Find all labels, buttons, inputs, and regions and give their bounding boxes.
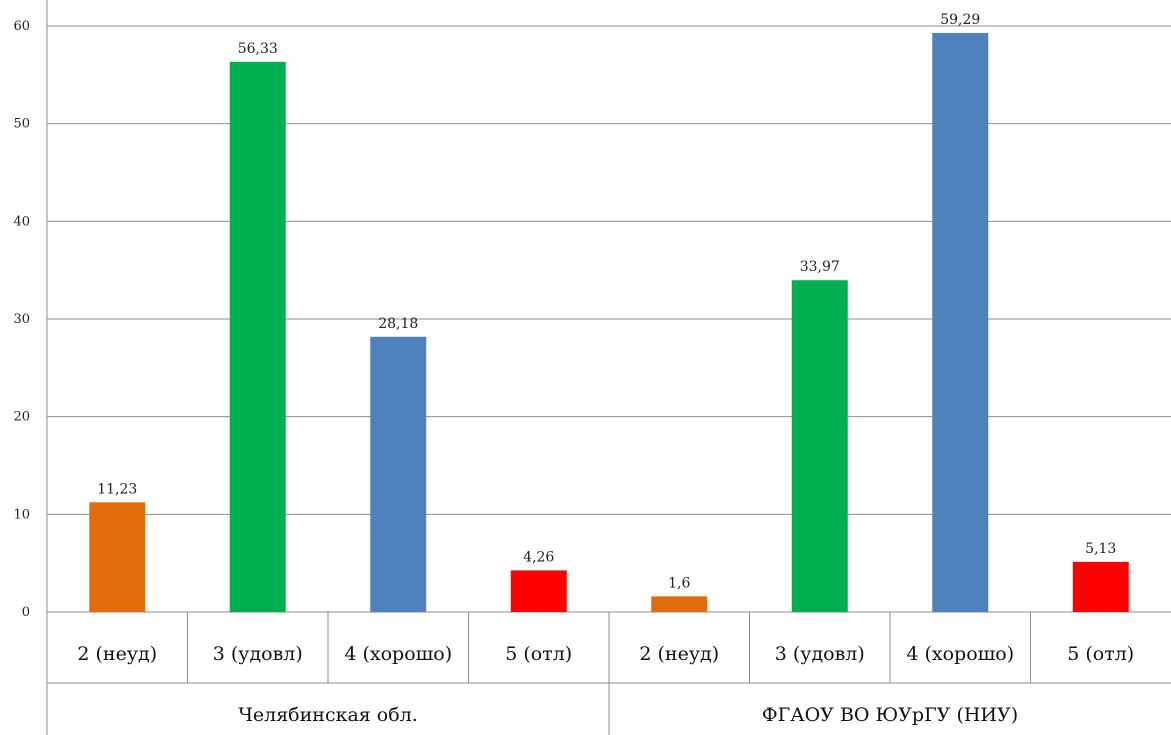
category-label: 4 (хорошо) [906, 643, 1014, 665]
group-labels: Челябинская обл. ФГАОУ ВО ЮУрГУ (НИУ) [238, 704, 1018, 726]
category-label: 2 (неуд) [77, 643, 157, 665]
data-label: 56,33 [238, 41, 278, 57]
bar [651, 596, 708, 612]
data-label: 5,13 [1085, 541, 1116, 557]
category-label: 3 (удовл) [213, 643, 303, 665]
y-tick-label: 20 [13, 410, 30, 425]
category-label: 5 (отл) [505, 643, 572, 665]
bar [932, 32, 989, 613]
data-label: 59,29 [940, 12, 980, 28]
category-label: 2 (неуд) [639, 643, 719, 665]
y-tick-label: 50 [13, 117, 30, 132]
y-tick-label: 10 [13, 507, 30, 522]
bar [791, 280, 848, 612]
data-label: 11,23 [97, 481, 137, 497]
y-tick-label: 0 [22, 605, 30, 620]
category-label: 4 (хорошо) [344, 643, 452, 665]
data-label: 33,97 [800, 259, 840, 275]
y-tick-label: 40 [13, 214, 30, 229]
y-tick-label: 60 [13, 19, 30, 34]
bar [89, 502, 146, 612]
group-label: ФГАОУ ВО ЮУрГУ (НИУ) [762, 704, 1018, 726]
data-labels: 11,23 56,33 28,18 4,26 1,6 33,97 59,29 5,13 [97, 12, 1116, 591]
category-label: 3 (удовл) [775, 643, 865, 665]
data-label: 28,18 [378, 316, 418, 332]
bar [229, 61, 286, 612]
category-labels: 2 (неуд) 3 (удовл) 4 (хорошо) 5 (отл) 2 (неу… [77, 643, 1134, 665]
data-label: 4,26 [523, 549, 554, 565]
y-tick-label: 30 [13, 312, 30, 327]
bars [89, 32, 1129, 613]
category-label: 5 (отл) [1067, 643, 1134, 665]
axes [46, 0, 1171, 735]
grid-lines [47, 25, 1171, 515]
bar [1072, 561, 1129, 612]
bar [370, 336, 427, 612]
bar [510, 570, 567, 612]
group-label: Челябинская обл. [238, 704, 418, 726]
data-label: 1,6 [668, 575, 690, 591]
y-tick-labels: 0 10 20 30 40 50 60 [13, 19, 30, 620]
